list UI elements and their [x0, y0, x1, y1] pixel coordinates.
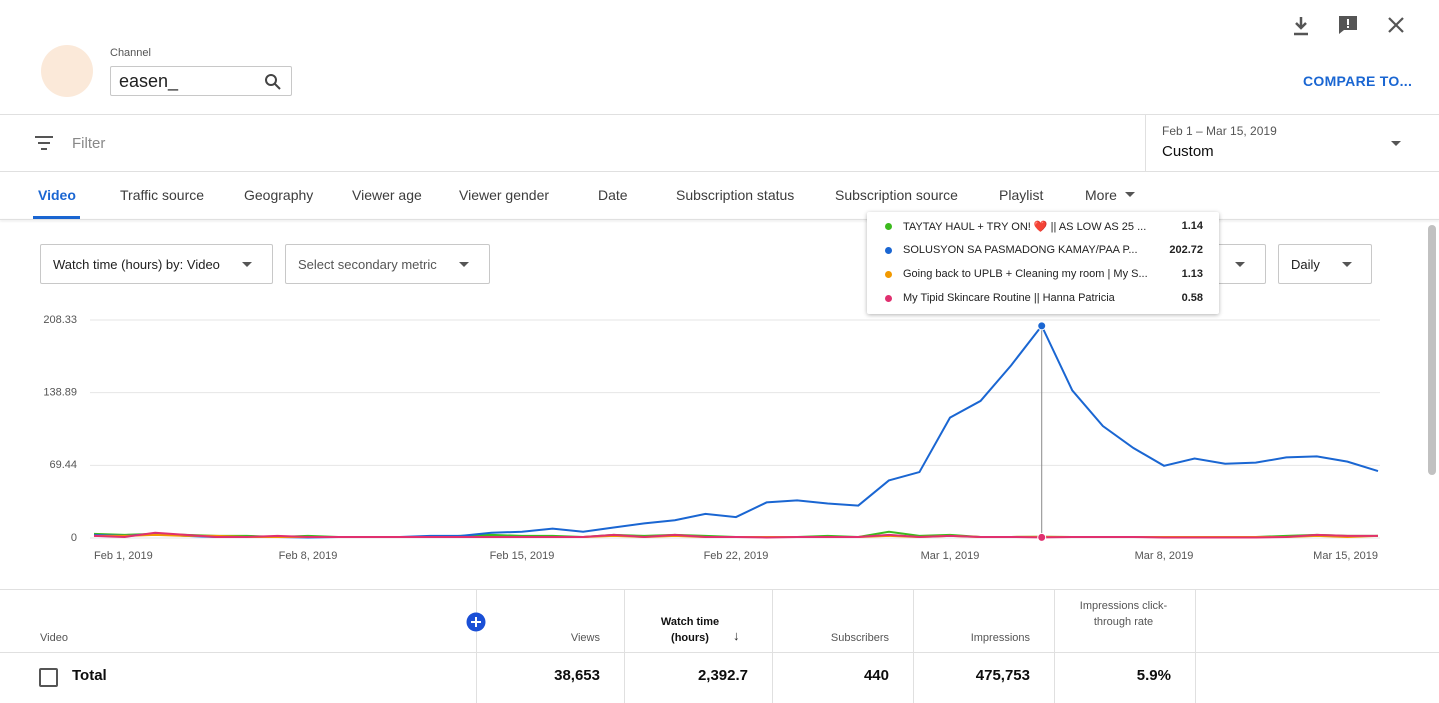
- x-tick-label: Mar 1, 2019: [921, 550, 980, 562]
- filter-icon[interactable]: [35, 136, 53, 150]
- column-header[interactable]: Subscribers: [830, 632, 889, 644]
- filter-input[interactable]: Filter: [72, 135, 106, 152]
- x-tick-label: Feb 8, 2019: [279, 550, 338, 562]
- metric-select[interactable]: Watch time (hours) by: Video: [40, 244, 273, 284]
- tab[interactable]: Video: [38, 187, 76, 203]
- column-header[interactable]: Watch time (hours): [660, 616, 720, 644]
- series-line: [93, 531, 1378, 539]
- tab[interactable]: Geography: [244, 187, 314, 203]
- y-tick-label: 208.33: [43, 314, 77, 326]
- secondary-label: Select secondary metric: [298, 256, 437, 272]
- total-value: 475,753: [975, 667, 1030, 684]
- total-label: Total: [72, 667, 107, 684]
- compare-button[interactable]: COMPARE TO...: [1303, 73, 1413, 89]
- tooltip-value: 0.58: [1181, 292, 1203, 304]
- column-header[interactable]: Impressions click-through rate: [1079, 600, 1168, 628]
- tooltip-row: TAYTAY HAUL + TRY ON! ❤️ || AS LOW AS 25…: [867, 218, 1219, 238]
- total-value: 38,653: [554, 667, 600, 684]
- tooltip: TAYTAY HAUL + TRY ON! ❤️ || AS LOW AS 25…: [867, 212, 1219, 314]
- secondary-select[interactable]: Select secondary metric: [285, 244, 490, 284]
- tab[interactable]: Playlist: [999, 187, 1044, 203]
- hover-dot: [1037, 321, 1047, 331]
- legend-dot: [885, 271, 892, 278]
- total-value: 5.9%: [1136, 667, 1171, 684]
- tab[interactable]: Traffic source: [120, 187, 205, 203]
- legend-dot: [885, 247, 892, 254]
- channel-name: easen_: [119, 70, 179, 91]
- total-value: 2,392.7: [697, 667, 748, 684]
- tooltip-row: SOLUSYON SA PASMADONG KAMAY/PAA P... 202.…: [867, 242, 1219, 262]
- legend-label: My Tipid Skincare Routine || Hanna Patri…: [903, 292, 1115, 304]
- legend-dot: [885, 223, 892, 230]
- tab[interactable]: Viewer gender: [459, 187, 550, 203]
- x-tick-label: Feb 15, 2019: [490, 550, 555, 562]
- y-tick-label: 0: [71, 532, 77, 544]
- tooltip-row: Going back to UPLB + Cleaning my room | …: [867, 266, 1219, 286]
- x-tick-label: Feb 22, 2019: [704, 550, 769, 562]
- total-value: 440: [863, 667, 889, 684]
- channel-input[interactable]: easen_: [110, 66, 292, 96]
- series-line: [93, 323, 1379, 539]
- download-icon[interactable]: [1294, 17, 1308, 36]
- legend-label: Going back to UPLB + Cleaning my room | …: [903, 268, 1148, 280]
- legend-dot: [885, 295, 892, 302]
- column-header[interactable]: Impressions: [970, 632, 1030, 644]
- hover-dot: [1037, 532, 1047, 542]
- sort-arrow[interactable]: ↓: [733, 628, 740, 643]
- date-range: Feb 1 – Mar 15, 2019: [1162, 124, 1277, 138]
- interval-label: Daily: [1291, 256, 1320, 272]
- tooltip-value: 1.13: [1181, 268, 1203, 280]
- scrollbar[interactable]: [1428, 225, 1436, 475]
- column-divider: [1195, 590, 1196, 703]
- column-divider: [1054, 590, 1055, 703]
- legend-label: TAYTAY HAUL + TRY ON! ❤️ || AS LOW AS 25…: [903, 221, 1147, 233]
- tab[interactable]: Subscription source: [835, 187, 958, 203]
- tooltip-value: 1.14: [1181, 220, 1203, 232]
- tooltip-value: 202.72: [1169, 244, 1203, 256]
- checkbox[interactable]: [39, 668, 58, 687]
- close-icon[interactable]: [1388, 17, 1404, 33]
- column-divider: [772, 590, 773, 703]
- x-tick-label: Feb 1, 2019: [94, 550, 153, 562]
- interval-select[interactable]: Daily: [1278, 244, 1372, 284]
- y-tick-label: 138.89: [43, 387, 77, 399]
- metric-label: Watch time (hours) by: Video: [53, 256, 220, 272]
- y-tick-label: 69.44: [49, 459, 77, 471]
- column-header[interactable]: Video: [40, 632, 68, 644]
- column-divider: [476, 590, 477, 703]
- tab[interactable]: Viewer age: [352, 187, 422, 203]
- column-divider: [913, 590, 914, 703]
- legend-label: SOLUSYON SA PASMADONG KAMAY/PAA P...: [903, 244, 1138, 256]
- column-divider: [624, 590, 625, 703]
- column-header[interactable]: Views: [570, 632, 600, 644]
- search-icon: [265, 74, 281, 90]
- channel-label: Channel: [110, 47, 151, 59]
- tab[interactable]: More: [1085, 187, 1117, 203]
- avatar: [41, 45, 93, 97]
- toolbar-icons[interactable]: [1290, 14, 1410, 38]
- tooltip-row: My Tipid Skincare Routine || Hanna Patri…: [867, 290, 1219, 310]
- chart: 0 69.44 138.89 208.33 Feb 1, 2019 Feb 8, 2019…: [43, 314, 1380, 562]
- tab[interactable]: Subscription status: [676, 187, 795, 203]
- x-tick-label: Mar 8, 2019: [1135, 550, 1194, 562]
- tab[interactable]: Date: [598, 187, 628, 203]
- x-tick-label: Mar 15, 2019: [1313, 550, 1378, 562]
- add-column[interactable]: [466, 612, 486, 632]
- tab-underline: [33, 216, 80, 219]
- date-preset[interactable]: Custom: [1162, 143, 1214, 160]
